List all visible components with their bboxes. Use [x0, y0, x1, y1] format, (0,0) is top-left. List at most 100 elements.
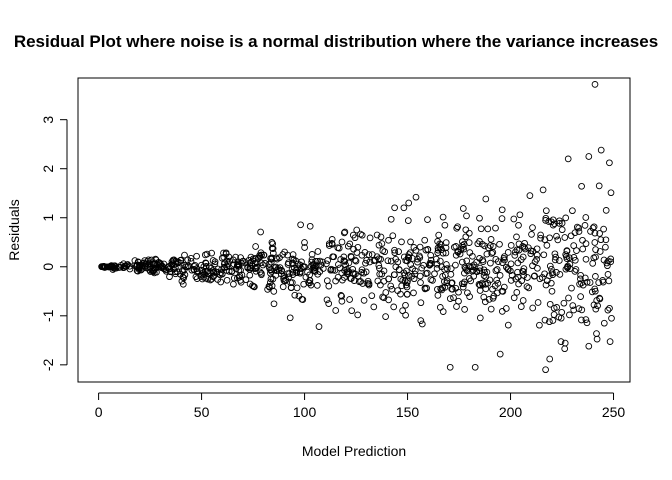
data-point [462, 233, 470, 241]
data-point [362, 259, 369, 267]
data-point [546, 355, 554, 363]
data-point [335, 244, 343, 252]
data-point [242, 259, 250, 266]
data-point [596, 230, 603, 237]
data-point [151, 260, 158, 268]
data-point [602, 243, 609, 251]
x-axis: 0 50 100 150 200 250 [95, 392, 626, 420]
data-point [492, 267, 500, 274]
y-axis-label: Residuals [6, 199, 22, 260]
data-point [277, 270, 285, 278]
data-point [325, 282, 333, 290]
data-point [435, 231, 443, 239]
data-point [568, 284, 575, 292]
data-point [264, 286, 271, 293]
data-point [380, 294, 388, 302]
data-point [577, 275, 584, 283]
data-point [297, 221, 304, 229]
data-point [478, 240, 486, 248]
data-point [446, 295, 454, 302]
data-point [547, 279, 555, 287]
data-point [476, 214, 483, 222]
data-point [230, 280, 237, 288]
data-point [403, 267, 410, 275]
data-point [306, 222, 314, 230]
data-point [441, 278, 448, 285]
x-tick-label: 50 [194, 404, 210, 420]
data-point [252, 267, 260, 275]
data-point [562, 214, 570, 222]
x-tick-label: 250 [602, 404, 626, 420]
data-point [323, 260, 330, 268]
data-point [269, 245, 277, 252]
data-point [434, 292, 442, 299]
data-point [458, 280, 466, 288]
data-point [249, 255, 257, 263]
data-point [549, 317, 557, 324]
data-point [456, 250, 464, 258]
data-point [223, 276, 231, 284]
data-point [404, 217, 412, 224]
data-point [402, 311, 409, 319]
data-point [523, 283, 531, 290]
data-point [184, 263, 191, 271]
data-point [378, 270, 386, 278]
data-point [479, 256, 486, 264]
data-point [381, 248, 389, 256]
data-point [380, 277, 388, 285]
data-point [564, 263, 571, 271]
data-point [188, 266, 196, 274]
data-point [366, 234, 374, 242]
data-point [329, 266, 337, 274]
data-point [561, 234, 569, 241]
data-point [590, 301, 598, 309]
data-point [541, 316, 549, 324]
data-point [366, 258, 374, 266]
data-point [582, 255, 590, 263]
data-point [315, 323, 323, 330]
data-point [205, 263, 213, 271]
data-point [463, 266, 470, 274]
data-point [569, 207, 576, 215]
data-point [159, 262, 166, 270]
data-point [312, 257, 319, 265]
data-point [570, 306, 578, 314]
data-point [565, 294, 572, 302]
data-point [278, 267, 285, 275]
data-point [365, 251, 373, 258]
data-point [226, 257, 234, 265]
data-point [198, 267, 205, 274]
data-point [508, 272, 516, 279]
data-point [323, 296, 331, 304]
data-point [514, 273, 522, 281]
data-point [474, 240, 482, 248]
data-point [160, 264, 167, 271]
data-point [141, 262, 149, 270]
data-point [257, 228, 264, 236]
data-point [604, 262, 611, 270]
data-point [357, 230, 364, 238]
data-point [352, 257, 360, 265]
data-point [389, 232, 397, 240]
data-point [301, 244, 308, 251]
data-point [328, 236, 336, 243]
data-point [563, 253, 570, 260]
data-point [466, 249, 474, 256]
data-point [463, 212, 470, 220]
data-point [494, 280, 502, 287]
data-point [313, 282, 321, 289]
data-point [427, 251, 435, 259]
data-point [602, 207, 610, 214]
data-point [528, 231, 535, 238]
data-point [340, 229, 348, 237]
data-point [487, 305, 495, 313]
data-point [482, 280, 489, 288]
data-point [364, 277, 372, 285]
data-point [200, 274, 208, 281]
data-point [531, 272, 538, 280]
data-point [133, 262, 141, 269]
y-tick-label: 1 [40, 214, 56, 222]
data-point [555, 313, 563, 321]
data-points [98, 81, 615, 374]
data-point [437, 285, 445, 293]
